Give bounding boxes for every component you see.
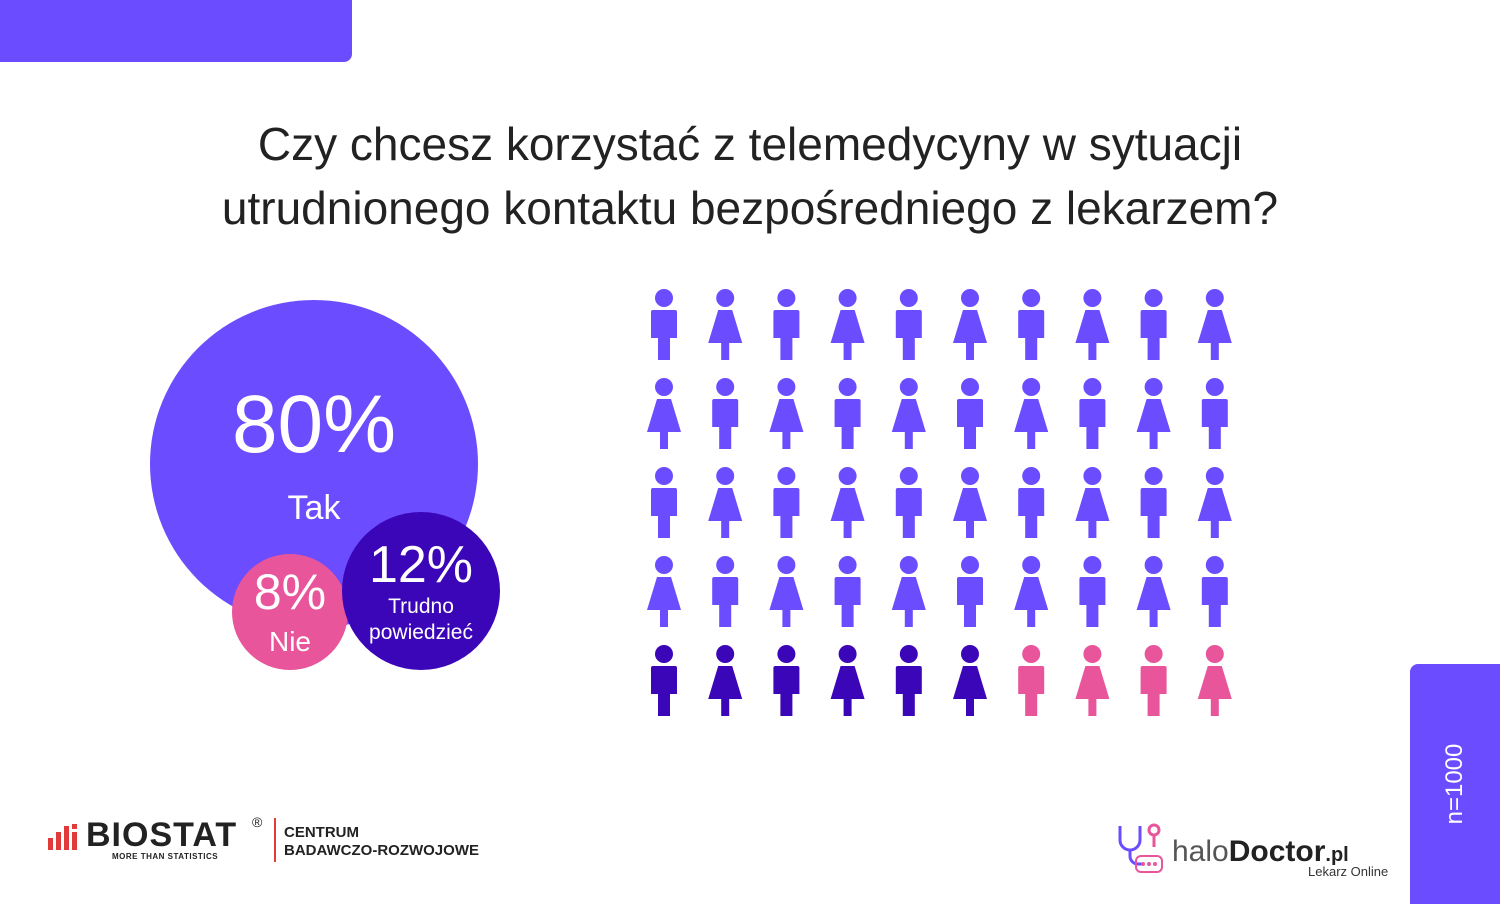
bubble-tak-value: 80% [231,379,397,470]
bubble-nie: 8% Nie [232,554,348,670]
biostat-center-name: CENTRUM BADAWCZO-ROZWOJOWE [284,824,479,860]
person-male-icon [895,467,922,538]
person-female-icon [1136,378,1171,449]
person-female-icon [1014,556,1049,627]
person-male-icon [651,289,677,360]
person-female-icon [1136,556,1171,627]
person-female-icon [830,289,865,360]
person-female-icon [769,378,804,449]
person-male-icon [834,378,861,449]
person-male-icon [834,556,861,627]
bubble-tak-label: Tak [287,489,341,527]
biostat-center-line2: BADAWCZO-ROZWOJOWE [284,842,479,859]
biostat-tagline: MORE THAN STATISTICS [112,852,219,861]
person-female-icon [830,645,865,716]
biostat-name: BIOSTAT [86,816,238,854]
halodoctor-main: Doctor [1228,835,1326,868]
bubble-nie-label: Nie [268,626,311,657]
halodoctor-name: haloDoctor.pl [1172,834,1349,873]
person-female-icon [1197,467,1232,538]
person-female-icon [891,378,926,449]
halodoctor-prefix: halo [1172,835,1229,868]
person-male-icon [1140,467,1167,538]
halodoctor-logo: haloDoctor.pl Lekarz Online [1112,820,1402,882]
stethoscope-chat-icon [1118,823,1163,873]
person-female-icon [1075,289,1110,360]
bubble-trudno-value: 12% [368,536,474,594]
person-female-icon [1075,467,1110,538]
person-male-icon [1140,289,1167,360]
person-female-icon [953,645,987,716]
bubble-trudno-powiedziec: 12% Trudno powiedzieć [342,512,500,670]
person-male-icon [1140,645,1167,716]
person-male-icon [712,556,739,627]
person-male-icon [712,378,739,449]
person-male-icon [1079,556,1106,627]
person-male-icon [651,645,677,716]
person-female-icon [1197,645,1232,716]
top-accent-bar [0,0,352,62]
person-female-icon [953,467,987,538]
biostat-bars-icon [48,824,77,850]
person-female-icon [1075,645,1110,716]
person-male-icon [1079,378,1106,449]
person-male-icon [895,289,922,360]
chart-title: Czy chcesz korzystać z telemedycyny w sy… [0,112,1500,240]
person-male-icon [1201,378,1228,449]
halodoctor-suffix: .pl [1325,844,1349,866]
sample-size-box: n=1000 [1410,664,1500,904]
person-female-icon [953,289,987,360]
biostat-logo: BIOSTAT ® MORE THAN STATISTICS CENTRUM B… [48,814,488,866]
biostat-registered-mark: ® [252,814,263,830]
person-female-icon [647,556,681,627]
person-female-icon [769,556,804,627]
person-female-icon [830,467,865,538]
biostat-separator [274,818,276,862]
person-female-icon [708,467,743,538]
person-male-icon [1018,467,1045,538]
bubble-nie-value: 8% [253,564,327,620]
person-male-icon [1201,556,1228,627]
person-male-icon [651,467,677,538]
person-male-icon [957,378,983,449]
person-female-icon [891,556,926,627]
person-male-icon [773,467,800,538]
person-female-icon [1197,289,1232,360]
bubble-trudno-label-text: Trudno powiedzieć [369,595,473,644]
title-line-1: Czy chcesz korzystać z telemedycyny w sy… [257,118,1243,170]
title-line-2: utrudnionego kontaktu bezpośredniego z l… [221,182,1279,234]
person-female-icon [1014,378,1049,449]
people-pictogram [647,289,1232,716]
person-male-icon [895,645,922,716]
person-female-icon [647,378,681,449]
person-female-icon [708,289,743,360]
halodoctor-tagline: Lekarz Online [1308,864,1389,879]
person-male-icon [1018,645,1045,716]
person-male-icon [773,289,800,360]
sample-size-label: n=1000 [1441,743,1468,825]
biostat-center-line1: CENTRUM [284,824,359,841]
person-male-icon [773,645,800,716]
person-male-icon [957,556,983,627]
bubble-trudno-label: Trudno powiedzieć [342,594,500,646]
person-female-icon [708,645,743,716]
person-male-icon [1018,289,1045,360]
